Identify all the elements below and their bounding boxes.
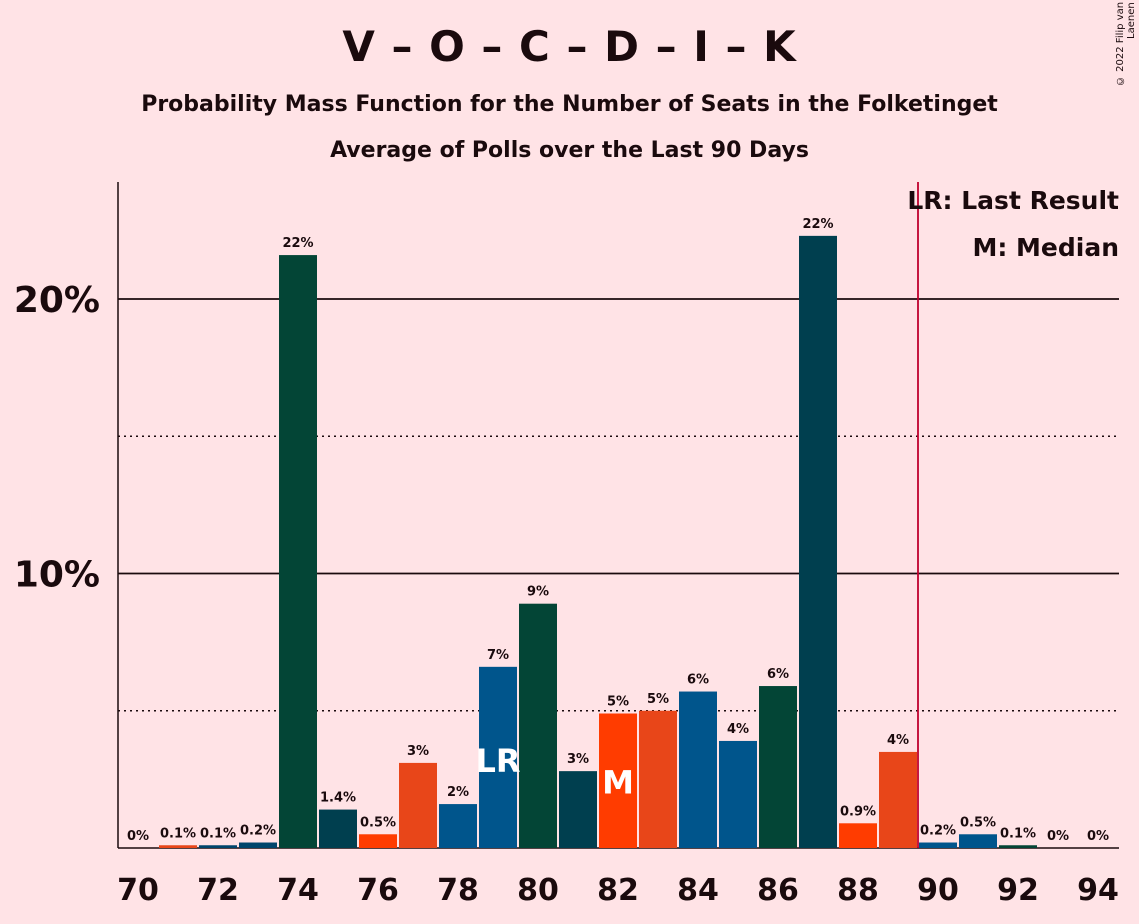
chart-title: V – O – C – D – I – K — [342, 22, 797, 71]
x-tick-label: 88 — [837, 873, 879, 908]
y-tick-label: 20% — [14, 280, 100, 321]
bar-value-label: 2% — [447, 785, 469, 800]
bar-value-label: 1.4% — [320, 791, 356, 806]
bar — [599, 713, 637, 848]
bar — [199, 845, 237, 848]
bar — [959, 834, 997, 848]
bar-value-label: 0.1% — [200, 826, 236, 841]
x-tick-label: 94 — [1077, 873, 1119, 908]
bar-value-label: 6% — [767, 667, 789, 682]
bar-value-label: 4% — [727, 722, 749, 737]
median-marker: M — [602, 763, 634, 801]
y-tick-label: 10% — [14, 555, 100, 596]
bar-value-label: 7% — [487, 648, 509, 663]
x-tick-label: 92 — [997, 873, 1039, 908]
bar — [319, 809, 357, 848]
x-tick-label: 82 — [597, 873, 639, 908]
x-tick-label: 74 — [277, 873, 319, 908]
chart-subtitle-2: Average of Polls over the Last 90 Days — [330, 138, 809, 163]
bar — [559, 771, 597, 848]
bar — [479, 666, 517, 848]
bar — [159, 845, 197, 848]
bar-value-label: 4% — [887, 733, 909, 748]
legend-median: M: Median — [972, 233, 1119, 262]
bar-value-label: 9% — [527, 585, 549, 600]
bar-value-label: 0.1% — [1000, 826, 1036, 841]
bar — [759, 686, 797, 848]
legend-last-result: LR: Last Result — [907, 186, 1119, 215]
x-tick-label: 78 — [437, 873, 479, 908]
bar — [279, 255, 317, 848]
x-tick-label: 76 — [357, 873, 399, 908]
bar — [839, 823, 877, 848]
bar-value-label: 3% — [567, 752, 589, 767]
chart-subtitle: Probability Mass Function for the Number… — [141, 92, 998, 117]
last-result-marker: LR — [475, 742, 520, 780]
bar — [359, 834, 397, 848]
x-tick-label: 90 — [917, 873, 959, 908]
bar — [439, 804, 477, 848]
bar — [999, 845, 1037, 848]
bar-value-label: 6% — [687, 673, 709, 688]
bar-value-label: 0% — [127, 829, 149, 844]
bar-value-label: 0% — [1047, 829, 1069, 844]
bar — [639, 710, 677, 848]
bar-value-label: 0.1% — [160, 826, 196, 841]
bar — [719, 740, 757, 848]
bar-value-label: 0.5% — [960, 815, 996, 830]
bar-value-label: 5% — [607, 694, 629, 709]
bar-value-label: 22% — [802, 217, 833, 232]
bar — [399, 762, 437, 848]
x-tick-label: 86 — [757, 873, 799, 908]
bar-value-label: 0.9% — [840, 804, 876, 819]
bar-value-label: 3% — [407, 744, 429, 759]
x-tick-label: 80 — [517, 873, 559, 908]
bar-value-label: 5% — [647, 692, 669, 707]
bar-value-label: 22% — [282, 236, 313, 251]
bar-value-label: 0.2% — [240, 824, 276, 839]
bar — [919, 842, 957, 848]
bar — [679, 691, 717, 848]
x-tick-label: 72 — [197, 873, 239, 908]
bar — [879, 751, 917, 848]
bar — [519, 603, 557, 848]
bar — [799, 235, 837, 849]
x-tick-label: 84 — [677, 873, 719, 908]
x-tick-label: 70 — [117, 873, 159, 908]
bar-value-label: 0.2% — [920, 824, 956, 839]
bar-value-label: 0% — [1087, 829, 1109, 844]
bar-value-label: 0.5% — [360, 815, 396, 830]
bar — [239, 842, 277, 848]
